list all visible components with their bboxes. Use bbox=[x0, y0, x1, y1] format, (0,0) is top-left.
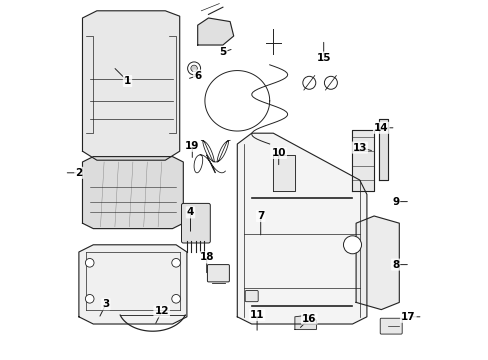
Polygon shape bbox=[273, 155, 294, 191]
Text: 7: 7 bbox=[257, 211, 264, 221]
Circle shape bbox=[187, 62, 200, 75]
Text: 15: 15 bbox=[316, 53, 330, 63]
Text: 19: 19 bbox=[185, 141, 199, 151]
Text: 3: 3 bbox=[102, 299, 109, 309]
Circle shape bbox=[85, 258, 94, 267]
Text: 10: 10 bbox=[271, 148, 285, 158]
Text: 16: 16 bbox=[302, 314, 316, 324]
Polygon shape bbox=[237, 133, 366, 324]
Polygon shape bbox=[352, 130, 373, 191]
Polygon shape bbox=[355, 216, 399, 310]
FancyBboxPatch shape bbox=[380, 318, 401, 334]
Circle shape bbox=[343, 236, 361, 254]
Text: 8: 8 bbox=[391, 260, 399, 270]
Polygon shape bbox=[79, 245, 186, 324]
FancyBboxPatch shape bbox=[207, 265, 229, 282]
Text: 17: 17 bbox=[400, 312, 415, 322]
Text: 13: 13 bbox=[352, 143, 366, 153]
Text: 6: 6 bbox=[194, 71, 201, 81]
Text: 2: 2 bbox=[75, 168, 82, 178]
Circle shape bbox=[85, 294, 94, 303]
Text: 11: 11 bbox=[249, 310, 264, 320]
Circle shape bbox=[302, 76, 315, 89]
Polygon shape bbox=[197, 18, 233, 45]
Polygon shape bbox=[379, 119, 387, 180]
Text: 9: 9 bbox=[391, 197, 398, 207]
Circle shape bbox=[324, 76, 337, 89]
Text: 14: 14 bbox=[373, 123, 388, 133]
Circle shape bbox=[190, 65, 197, 72]
Text: 5: 5 bbox=[219, 47, 226, 57]
Text: 4: 4 bbox=[186, 207, 194, 217]
Polygon shape bbox=[294, 315, 316, 329]
Text: 18: 18 bbox=[199, 252, 214, 262]
FancyBboxPatch shape bbox=[181, 203, 210, 243]
Text: 1: 1 bbox=[123, 76, 131, 86]
Circle shape bbox=[171, 294, 180, 303]
Polygon shape bbox=[82, 11, 179, 160]
Circle shape bbox=[171, 258, 180, 267]
Polygon shape bbox=[82, 157, 183, 229]
Text: 12: 12 bbox=[154, 306, 169, 316]
FancyBboxPatch shape bbox=[244, 291, 258, 302]
